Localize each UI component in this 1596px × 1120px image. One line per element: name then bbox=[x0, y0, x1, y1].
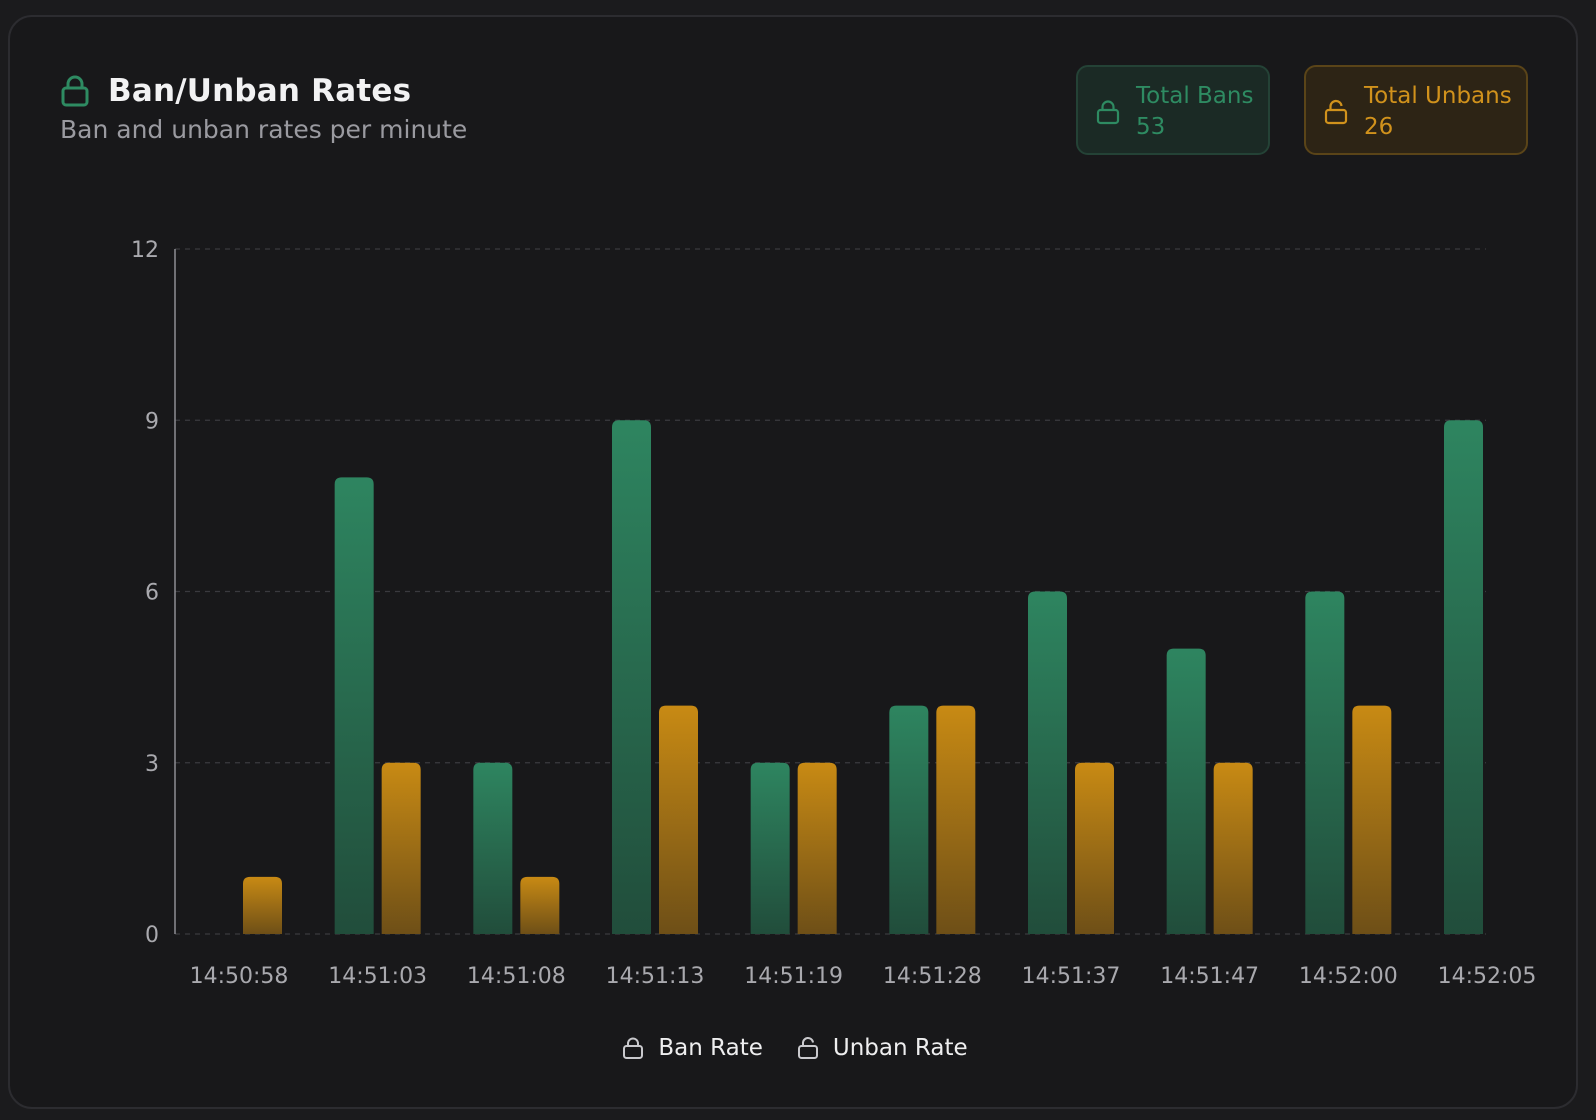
x-tick-label: 14:51:13 bbox=[606, 964, 705, 989]
bar-chart: 0 3 6 9 12 14:50:58 14:51:03 14:51:08 14:51:13 14… bbox=[131, 238, 1536, 989]
total-unbans-text: Total Unbans 26 bbox=[1364, 81, 1512, 143]
x-tick-label: 14:50:58 bbox=[190, 964, 289, 989]
bars bbox=[243, 420, 1483, 934]
ban-rate-bar[interactable] bbox=[1166, 648, 1206, 934]
unban-rate-bar[interactable] bbox=[1352, 705, 1392, 934]
y-tick-label: 3 bbox=[145, 752, 159, 777]
total-bans-label: Total Bans bbox=[1136, 83, 1254, 109]
lock-icon bbox=[60, 74, 90, 108]
x-tick-label: 14:51:37 bbox=[1022, 964, 1121, 989]
ban-rate-bar[interactable] bbox=[1444, 420, 1483, 934]
ban-rate-bar[interactable] bbox=[750, 762, 790, 934]
ban-rate-bar[interactable] bbox=[334, 477, 374, 934]
chart-card: Ban/Unban Rates Ban and unban rates per … bbox=[8, 15, 1578, 1109]
y-tick-label: 6 bbox=[145, 581, 159, 606]
x-tick-label: 14:51:03 bbox=[328, 964, 427, 989]
legend: Ban Rate Unban Rate bbox=[10, 1035, 1580, 1061]
total-unbans-label: Total Unbans bbox=[1364, 83, 1512, 109]
legend-item-ban-rate[interactable]: Ban Rate bbox=[622, 1035, 763, 1061]
x-tick-label: 14:51:28 bbox=[883, 964, 982, 989]
page-subtitle: Ban and unban rates per minute bbox=[60, 115, 468, 144]
y-tick-label: 12 bbox=[131, 238, 159, 263]
legend-label-unban-rate: Unban Rate bbox=[832, 1035, 968, 1061]
total-bans-value: 53 bbox=[1136, 114, 1166, 140]
unban-rate-bar[interactable] bbox=[520, 876, 560, 934]
ban-rate-bar[interactable] bbox=[889, 705, 929, 934]
legend-item-unban-rate[interactable]: Unban Rate bbox=[797, 1035, 968, 1061]
unban-rate-bar[interactable] bbox=[797, 762, 837, 934]
x-tick-label: 14:52:05 bbox=[1438, 964, 1537, 989]
unlock-icon bbox=[1324, 99, 1348, 125]
total-unbans-badge: Total Unbans 26 bbox=[1304, 65, 1528, 155]
y-tick-label: 0 bbox=[145, 923, 159, 948]
unlock-icon bbox=[797, 1036, 819, 1060]
unban-rate-bar[interactable] bbox=[1213, 762, 1253, 934]
unban-rate-bar[interactable] bbox=[1075, 762, 1114, 934]
ban-rate-bar[interactable] bbox=[473, 762, 513, 934]
unban-rate-bar[interactable] bbox=[381, 762, 421, 934]
axes: 0 3 6 9 12 14:50:58 14:51:03 14:51:08 14:51:13 14… bbox=[131, 238, 1536, 989]
x-tick-label: 14:52:00 bbox=[1299, 964, 1398, 989]
lock-icon bbox=[1096, 99, 1120, 125]
ban-rate-bar[interactable] bbox=[1305, 591, 1345, 935]
grid bbox=[175, 248, 1486, 935]
total-bans-badge: Total Bans 53 bbox=[1076, 65, 1270, 155]
x-tick-label: 14:51:19 bbox=[744, 964, 843, 989]
page-title: Ban/Unban Rates bbox=[108, 73, 412, 109]
unban-rate-bar[interactable] bbox=[936, 705, 976, 934]
header: Ban/Unban Rates Ban and unban rates per … bbox=[60, 73, 467, 144]
title-row: Ban/Unban Rates bbox=[60, 73, 467, 109]
total-unbans-value: 26 bbox=[1364, 114, 1394, 140]
ban-rate-bar[interactable] bbox=[1028, 591, 1067, 935]
x-tick-label: 14:51:08 bbox=[467, 964, 566, 989]
ban-rate-bar[interactable] bbox=[612, 420, 651, 934]
unban-rate-bar[interactable] bbox=[243, 876, 282, 934]
lock-icon bbox=[622, 1036, 644, 1060]
x-tick-label: 14:51:47 bbox=[1160, 964, 1259, 989]
unban-rate-bar[interactable] bbox=[659, 705, 698, 934]
total-bans-text: Total Bans 53 bbox=[1136, 81, 1253, 143]
y-tick-label: 9 bbox=[145, 409, 159, 434]
legend-label-ban-rate: Ban Rate bbox=[658, 1035, 763, 1061]
